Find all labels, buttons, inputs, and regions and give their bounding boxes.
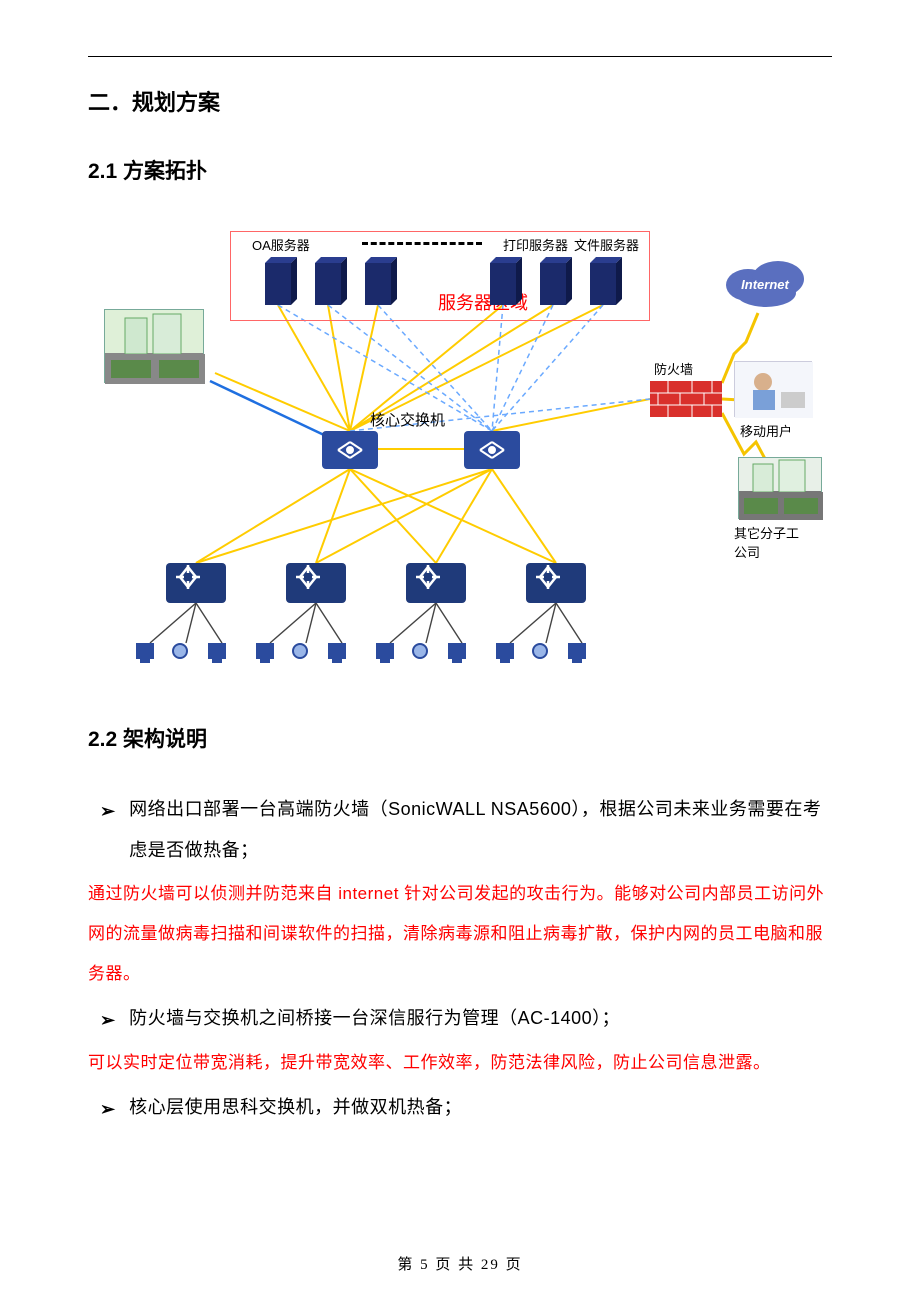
page-footer: 第 5 页 共 29 页 [0, 1253, 920, 1274]
top-rule [88, 56, 832, 57]
section-heading: 二．规划方案 [88, 85, 832, 117]
label-file-server: 文件服务器 [574, 235, 639, 254]
bullet-2: ➢ 防火墙与交换机之间桥接一台深信服行为管理（AC-1400）； [100, 998, 832, 1041]
bullet-3-text: 核心层使用思科交换机，并做双机热备； [129, 1087, 832, 1128]
label-firewall: 防火墙 [654, 359, 693, 378]
pc-icon [136, 643, 154, 659]
access-switch-node [406, 563, 466, 603]
footer-mid: 页 共 [435, 1257, 475, 1273]
pc-icon [328, 643, 346, 659]
server-node [315, 263, 341, 305]
pc-icon [568, 643, 586, 659]
pc-icon [208, 643, 226, 659]
label-oa-server: OA服务器 [252, 235, 310, 254]
server-node [365, 263, 391, 305]
pc-icon [496, 643, 514, 659]
pc-icon [256, 643, 274, 659]
subsection-2-2: 2.2 架构说明 [88, 723, 832, 753]
network-topology-diagram: OA服务器 打印服务器 文件服务器 服务器区域 核心交换机 防火墙 Intern… [90, 213, 830, 693]
access-switch-node [286, 563, 346, 603]
footer-prefix: 第 [397, 1257, 414, 1273]
wifi-ap-icon [292, 643, 308, 659]
label-mobile-user: 移动用户 [740, 421, 792, 440]
server-node [540, 263, 566, 305]
core-switch-node [322, 431, 378, 469]
hq-building [104, 309, 204, 383]
bullet-1: ➢ 网络出口部署一台高端防火墙（SonicWALL NSA5600），根据公司未… [100, 789, 832, 872]
server-node [265, 263, 291, 305]
access-switch-node [526, 563, 586, 603]
label-print-server: 打印服务器 [503, 235, 568, 254]
branch-building [738, 457, 822, 519]
bullet-arrow-icon: ➢ [100, 791, 115, 832]
bullet-1-text: 网络出口部署一台高端防火墙（SonicWALL NSA5600），根据公司未来业… [129, 789, 832, 872]
bullet-arrow-icon: ➢ [100, 1000, 115, 1041]
footer-current-page: 5 [420, 1257, 430, 1273]
subsection-2-1: 2.1 方案拓扑 [88, 155, 832, 185]
wifi-ap-icon [172, 643, 188, 659]
label-branch: 其它分子工 公司 [734, 523, 799, 561]
core-switch-node [464, 431, 520, 469]
server-node [590, 263, 616, 305]
bullet-3: ➢ 核心层使用思科交换机，并做双机热备； [100, 1087, 832, 1130]
mobile-user-node [734, 361, 812, 417]
pc-icon [448, 643, 466, 659]
footer-total-pages: 29 [481, 1257, 500, 1273]
internet-cloud: Internet [720, 255, 810, 305]
red-para-1: 通过防火墙可以侦测并防范来自 internet 针对公司发起的攻击行为。能够对公… [88, 874, 832, 994]
access-switch-node [166, 563, 226, 603]
pc-icon [376, 643, 394, 659]
label-internet: Internet [741, 277, 789, 292]
firewall-node [650, 381, 722, 417]
footer-suffix: 页 [506, 1257, 523, 1273]
wifi-ap-icon [412, 643, 428, 659]
bullet-arrow-icon: ➢ [100, 1089, 115, 1130]
server-separator-dashes [362, 242, 482, 245]
red-para-2: 可以实时定位带宽消耗，提升带宽效率、工作效率，防范法律风险，防止公司信息泄露。 [88, 1043, 832, 1083]
label-core-switch: 核心交换机 [370, 409, 445, 430]
bullet-2-text: 防火墙与交换机之间桥接一台深信服行为管理（AC-1400）； [129, 998, 832, 1039]
wifi-ap-icon [532, 643, 548, 659]
server-node [490, 263, 516, 305]
